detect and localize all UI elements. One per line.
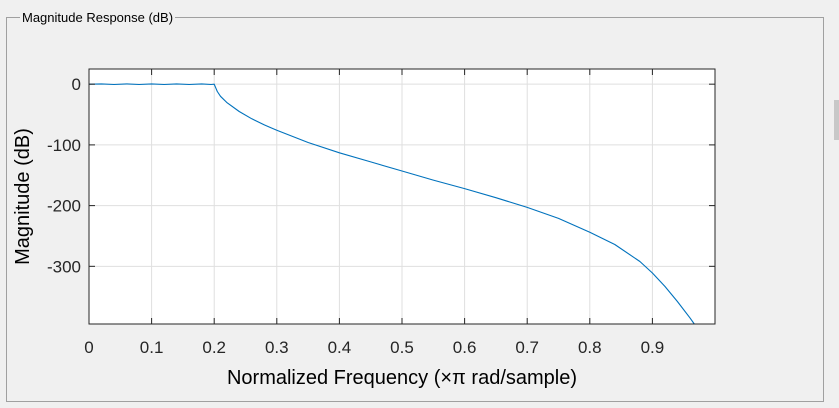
x-tick-label: 0.8 bbox=[578, 338, 602, 357]
series-group bbox=[88, 83, 695, 325]
y-axis-label: Magnitude (dB) bbox=[12, 128, 34, 265]
x-tick-label: 0 bbox=[84, 338, 93, 357]
x-tick-label: 0.4 bbox=[328, 338, 352, 357]
y-tick-label: 0 bbox=[72, 75, 81, 94]
x-tick-label: 0.9 bbox=[641, 338, 665, 357]
y-tick-label: -200 bbox=[47, 197, 81, 216]
x-tick-label: 0.7 bbox=[515, 338, 539, 357]
scrollbar-fragment bbox=[834, 100, 839, 140]
x-tick-labels: 0 0.1 0.2 0.3 0.4 0.5 0.6 0.7 0.8 0.9 bbox=[84, 338, 664, 357]
x-tick-label: 0.3 bbox=[265, 338, 289, 357]
x-tick-label: 0.6 bbox=[453, 338, 477, 357]
x-axis-label: Normalized Frequency (×π rad/sample) bbox=[227, 367, 577, 389]
panel-title: Magnitude Response (dB) bbox=[20, 10, 176, 25]
series-line bbox=[88, 83, 695, 325]
x-tick-label: 0.1 bbox=[140, 338, 164, 357]
y-tick-label: -100 bbox=[47, 136, 81, 155]
tick-marks bbox=[88, 69, 715, 324]
y-tick-label: -300 bbox=[47, 257, 81, 276]
y-tick-labels: 0 -100 -200 -300 bbox=[47, 75, 81, 276]
window-edge bbox=[829, 0, 839, 408]
x-tick-label: 0.2 bbox=[202, 338, 226, 357]
x-tick-label: 0.5 bbox=[390, 338, 414, 357]
